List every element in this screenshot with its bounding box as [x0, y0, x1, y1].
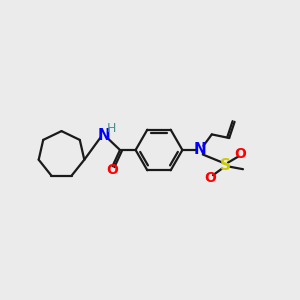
Text: O: O — [205, 171, 217, 184]
Text: H: H — [106, 122, 116, 135]
Text: O: O — [235, 147, 247, 161]
Text: O: O — [106, 164, 118, 177]
Text: N: N — [98, 128, 111, 142]
Text: N: N — [194, 142, 207, 158]
Text: S: S — [220, 158, 230, 173]
